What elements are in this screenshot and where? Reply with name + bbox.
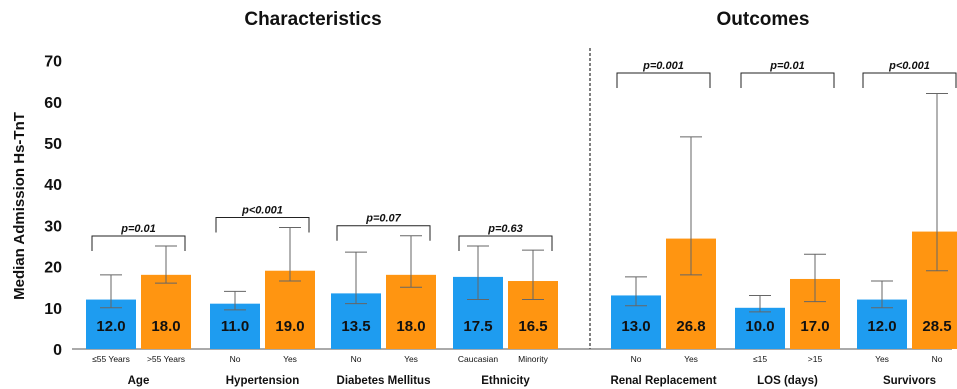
y-tick-label: 10 [44,301,62,318]
p-value-label: p=0.01 [769,60,805,72]
y-tick-label: 60 [44,95,62,112]
x-group-label: Renal Replacement [610,375,716,387]
x-tick-label: >15 [808,354,823,364]
p-value-label: p=0.01 [120,223,156,235]
y-tick-label: 0 [53,342,62,359]
data-label: 12.0 [867,318,896,335]
data-label: 16.5 [518,318,547,335]
bar [210,303,260,349]
bar-group: 12.0 ≤55 Years 18.0 >55 Years Age p=0.01 [86,223,191,387]
bar-group: 12.0 Yes 28.5 No Survivors p<0.001 [857,60,957,387]
p-value-label: p=0.63 [487,223,523,235]
data-label: 12.0 [96,318,125,335]
x-tick-label: No [631,354,642,364]
y-axis-label: Median Admission Hs-TnT [11,112,28,300]
x-tick-label: ≤15 [753,354,767,364]
significance-bracket [458,235,553,251]
x-tick-label: No [351,354,362,364]
x-group-label: Hypertension [226,375,300,387]
y-tick-label: 50 [44,136,62,153]
x-tick-label: Caucasian [458,354,498,364]
section-title-characteristics: Characteristics [244,9,381,30]
significance-bracket [215,216,310,233]
bar-group: 11.0 No 19.0 Yes Hypertension p<0.001 [210,204,315,387]
x-group-label: Ethnicity [481,375,530,387]
x-tick-label: Yes [875,354,889,364]
significance-bracket [862,72,957,88]
y-axis: 0 10 20 30 40 50 60 70 [44,54,62,359]
p-value-label: p=0.001 [642,60,684,72]
x-group-label: LOS (days) [757,375,818,387]
x-tick-label: Yes [684,354,698,364]
data-label: 17.0 [800,318,829,335]
x-tick-label: No [932,354,943,364]
bar [735,307,785,349]
section-title-outcomes: Outcomes [717,9,810,30]
data-label: 17.5 [463,318,492,335]
data-label: 18.0 [396,318,425,335]
bar [912,231,957,349]
x-tick-label: Yes [283,354,297,364]
p-value-label: p<0.001 [241,204,283,216]
bar-group: 10.0 ≤15 17.0 >15 LOS (days) p=0.01 [735,60,840,387]
plot-area: 12.0 ≤55 Years 18.0 >55 Years Age p=0.01 11.0 N… [86,60,957,387]
bar-group: 17.5 Caucasian 16.5 Minority Ethnicity p=0.63 [453,223,558,387]
data-label: 28.5 [922,318,951,335]
bar [141,274,191,349]
x-tick-label: ≤55 Years [92,354,130,364]
y-tick-label: 20 [44,260,62,277]
bar-group: 13.5 No 18.0 Yes Diabetes Mellitus p=0.07 [331,213,436,387]
data-label: 13.0 [621,318,650,335]
data-label: 19.0 [275,318,304,335]
significance-bracket [740,72,835,88]
x-tick-label: >55 Years [147,354,185,364]
y-tick-label: 70 [44,54,62,71]
y-tick-label: 30 [44,218,62,235]
x-group-label: Diabetes Mellitus [337,375,431,387]
p-value-label: p=0.07 [365,213,401,225]
bar [265,270,315,349]
significance-bracket [336,225,431,241]
y-tick-label: 40 [44,177,62,194]
data-label: 26.8 [676,318,705,335]
x-tick-label: Minority [518,354,549,364]
x-tick-label: No [230,354,241,364]
data-label: 11.0 [221,318,249,335]
x-tick-label: Yes [404,354,418,364]
p-value-label: p<0.001 [888,60,930,72]
significance-bracket [91,235,186,251]
data-label: 13.5 [341,318,370,335]
data-label: 10.0 [745,318,774,335]
significance-bracket [616,72,711,88]
x-group-label: Survivors [883,375,936,387]
x-group-label: Age [128,375,150,387]
bar-group: 13.0 No 26.8 Yes Renal Replacement p=0.001 [610,60,716,387]
data-label: 18.0 [151,318,180,335]
